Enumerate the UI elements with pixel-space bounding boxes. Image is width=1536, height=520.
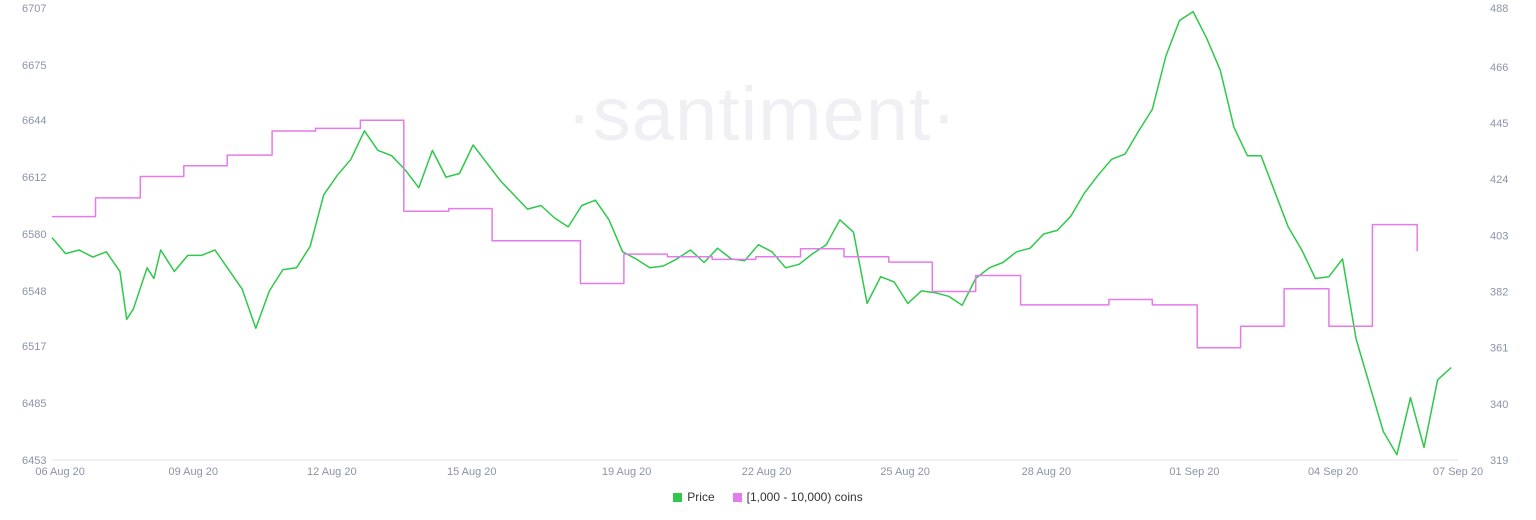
x-axis: 06 Aug 20 09 Aug 20 12 Aug 20 15 Aug 20 19 A… <box>35 466 1483 478</box>
x-tick-label: 04 Sep 20 <box>1308 466 1358 478</box>
legend: Price [1,000 - 10,000) coins <box>0 490 1536 504</box>
y-right-tick-label: 340 <box>1490 399 1508 411</box>
legend-item-price[interactable]: Price <box>673 490 715 504</box>
y-left-tick-label: 6453 <box>22 455 46 467</box>
x-tick-label: 19 Aug 20 <box>602 466 652 478</box>
y-left-tick-label: 6707 <box>22 3 46 15</box>
legend-label: [1,000 - 10,000) coins <box>746 490 863 504</box>
y-right-tick-label: 361 <box>1490 343 1508 355</box>
x-tick-label: 01 Sep 20 <box>1169 466 1219 478</box>
x-tick-label: 28 Aug 20 <box>1022 466 1072 478</box>
y-right-tick-label: 319 <box>1490 455 1508 467</box>
x-tick-label: 15 Aug 20 <box>447 466 497 478</box>
x-tick-label: 07 Sep 20 <box>1433 466 1483 478</box>
coins-step-line <box>52 119 1418 349</box>
y-left-tick-label: 6644 <box>22 115 46 127</box>
y-left-tick-label: 6675 <box>22 60 46 72</box>
watermark-text: ·santiment· <box>566 72 957 157</box>
chart-svg: ·santiment· 6707 6675 6644 6612 6580 6548 6517… <box>22 3 1508 478</box>
y-right-tick-label: 488 <box>1490 3 1508 15</box>
x-tick-label: 22 Aug 20 <box>742 466 792 478</box>
y-right-tick-label: 382 <box>1490 287 1508 299</box>
y-right-tick-label: 466 <box>1490 62 1508 74</box>
y-left-tick-label: 6485 <box>22 398 46 410</box>
y-left-tick-label: 6548 <box>22 286 46 298</box>
y-left-tick-label: 6580 <box>22 229 46 241</box>
y-right-tick-label: 424 <box>1490 174 1508 186</box>
legend-swatch <box>673 492 683 502</box>
legend-item-coins[interactable]: [1,000 - 10,000) coins <box>732 490 863 504</box>
x-tick-label: 12 Aug 20 <box>307 466 357 478</box>
x-tick-label: 25 Aug 20 <box>880 466 930 478</box>
y-right-tick-label: 445 <box>1490 118 1508 130</box>
x-tick-label: 09 Aug 20 <box>168 466 218 478</box>
y-axis-left: 6707 6675 6644 6612 6580 6548 6517 6485 6453 <box>22 3 46 467</box>
y-left-tick-label: 6612 <box>22 172 46 184</box>
x-tick-label: 06 Aug 20 <box>35 466 85 478</box>
legend-swatch <box>732 492 742 502</box>
y-right-tick-label: 403 <box>1490 230 1508 242</box>
y-left-tick-label: 6517 <box>22 341 46 353</box>
y-axis-right: 488 466 445 424 403 382 361 340 319 <box>1490 3 1508 467</box>
series-group <box>51 10 1452 456</box>
legend-label: Price <box>687 490 715 504</box>
